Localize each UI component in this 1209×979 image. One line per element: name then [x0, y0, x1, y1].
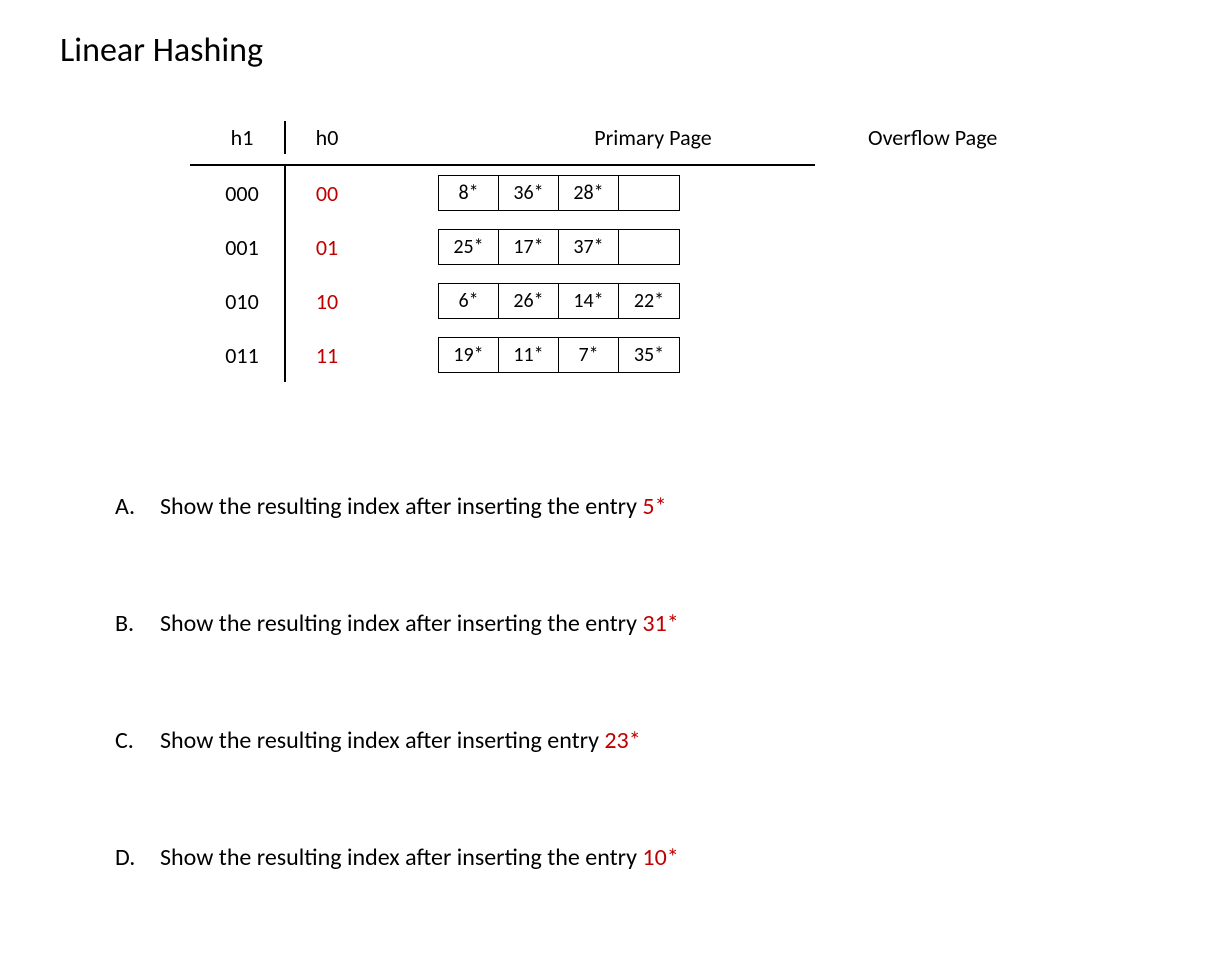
- question-letter: C.: [115, 726, 160, 755]
- bucket: 25*17*37*: [438, 229, 680, 265]
- h1-value: 011: [200, 342, 284, 369]
- bucket-cell: 19*: [439, 338, 499, 372]
- question-letter: D.: [115, 843, 160, 872]
- bucket-cell: [619, 176, 679, 210]
- bucket-cell: 14*: [559, 284, 619, 318]
- bucket: 19*11*7*35*: [438, 337, 680, 373]
- primary-page-header: Primary Page: [513, 124, 793, 151]
- question-item: D.Show the resulting index after inserti…: [115, 843, 1149, 872]
- hash-rows: 00000 8*36*28* 00101 25*17*37* 01010 6*26*14*…: [200, 166, 1149, 382]
- question-item: A.Show the resulting index after inserti…: [115, 492, 1149, 521]
- bucket-cell: 7*: [559, 338, 619, 372]
- question-prefix: Show the resulting index after inserting…: [160, 609, 642, 638]
- overflow-page-header: Overflow Page: [868, 124, 997, 151]
- question-entry: 31*: [642, 609, 678, 638]
- bucket-cell: 37*: [559, 230, 619, 264]
- bucket: 8*36*28*: [438, 175, 680, 211]
- bucket-cell: 36*: [499, 176, 559, 210]
- bucket-cell: 8*: [439, 176, 499, 210]
- question-letter: B.: [115, 609, 160, 638]
- hash-row: 01111 19*11*7*35*: [200, 328, 1149, 382]
- question-item: C.Show the resulting index after inserti…: [115, 726, 1149, 755]
- bucket-cell: 17*: [499, 230, 559, 264]
- question-text: Show the resulting index after inserting…: [160, 492, 1149, 521]
- hash-row: 00000 8*36*28*: [200, 166, 1149, 220]
- question-text: Show the resulting index after inserting…: [160, 609, 1149, 638]
- h0-value: 00: [284, 166, 368, 220]
- question-entry: 5*: [642, 492, 666, 521]
- question-text: Show the resulting index after inserting…: [160, 843, 1149, 872]
- bucket-cell: 26*: [499, 284, 559, 318]
- h1-value: 010: [200, 288, 284, 315]
- hash-diagram: h1 h0 Primary Page Overflow Page 00000 8*…: [190, 121, 1149, 382]
- h1-header: h1: [200, 124, 284, 151]
- bucket-cell: 25*: [439, 230, 499, 264]
- question-prefix: Show the resulting index after inserting…: [160, 843, 642, 872]
- question-entry: 23*: [604, 726, 640, 755]
- header-row: h1 h0 Primary Page Overflow Page: [200, 121, 1149, 164]
- questions-list: A.Show the resulting index after inserti…: [115, 492, 1149, 872]
- bucket-cell: 35*: [619, 338, 679, 372]
- bucket-cell: 6*: [439, 284, 499, 318]
- question-prefix: Show the resulting index after inserting…: [160, 726, 604, 755]
- h0-value: 11: [284, 328, 368, 382]
- h0-header: h0: [284, 121, 368, 154]
- h1-value: 001: [200, 234, 284, 261]
- h0-value: 10: [284, 274, 368, 328]
- h0-value: 01: [284, 220, 368, 274]
- bucket: 6*26*14*22*: [438, 283, 680, 319]
- question-letter: A.: [115, 492, 160, 521]
- question-item: B.Show the resulting index after inserti…: [115, 609, 1149, 638]
- hash-row: 01010 6*26*14*22*: [200, 274, 1149, 328]
- bucket-cell: 28*: [559, 176, 619, 210]
- h1-value: 000: [200, 180, 284, 207]
- page-title: Linear Hashing: [60, 30, 1149, 71]
- question-prefix: Show the resulting index after inserting…: [160, 492, 642, 521]
- hash-row: 00101 25*17*37*: [200, 220, 1149, 274]
- bucket-cell: 22*: [619, 284, 679, 318]
- question-entry: 10*: [642, 843, 678, 872]
- bucket-cell: [619, 230, 679, 264]
- question-text: Show the resulting index after inserting…: [160, 726, 1149, 755]
- bucket-cell: 11*: [499, 338, 559, 372]
